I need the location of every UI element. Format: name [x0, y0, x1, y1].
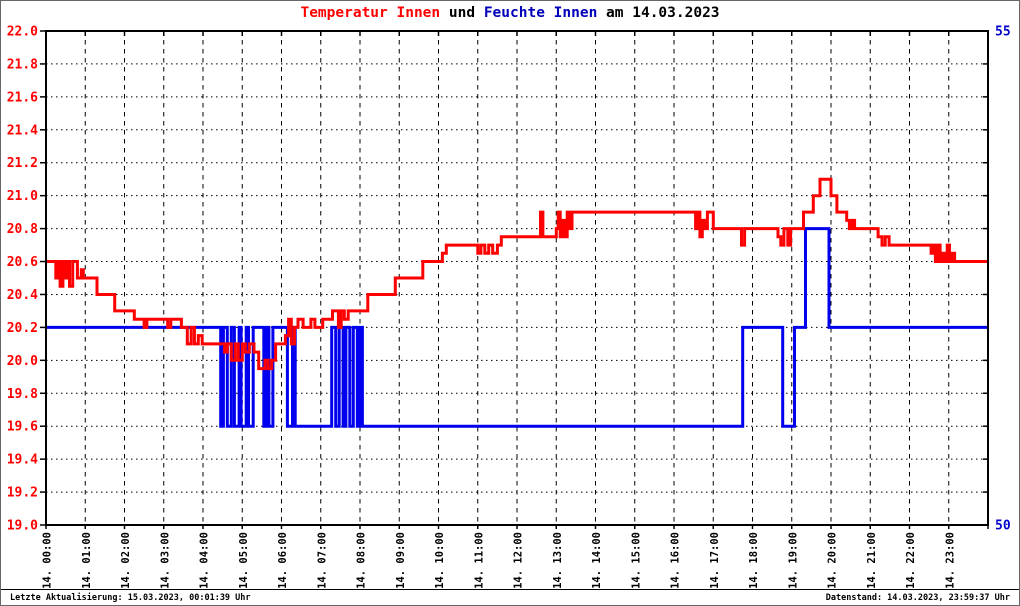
- footer-separator: [1, 589, 1019, 590]
- x-tick-label: 14. 00:00: [42, 532, 54, 589]
- grid-lines: [46, 31, 988, 525]
- x-tick-label: 14. 08:00: [356, 532, 368, 589]
- y-left-tick-label: 21.6: [7, 90, 38, 105]
- y-left-tick-label: 21.2: [7, 156, 38, 171]
- x-tick-label: 14. 18:00: [748, 532, 760, 589]
- y-left-tick-label: 20.0: [7, 354, 38, 369]
- x-tick-label: 14. 05:00: [238, 532, 250, 589]
- x-tick-label: 14. 17:00: [709, 532, 721, 589]
- x-tick-label: 14. 13:00: [552, 532, 564, 589]
- x-tick-label: 14. 01:00: [81, 532, 93, 589]
- title-date-text: am 14.03.2023: [597, 5, 720, 21]
- x-tick-label: 14. 22:00: [905, 532, 917, 589]
- axis-ticks: [40, 30, 989, 529]
- y-left-tick-label: 20.6: [7, 255, 38, 270]
- temperature-line: [46, 177, 988, 371]
- y-left-tick-label: 19.0: [7, 519, 38, 534]
- x-tick-label: 14. 07:00: [316, 532, 328, 589]
- x-tick-label: 14. 14:00: [591, 532, 603, 589]
- x-tick-label: 14. 21:00: [866, 532, 878, 589]
- x-tick-label: 14. 16:00: [670, 532, 682, 589]
- y-left-tick-label: 21.4: [7, 123, 38, 138]
- x-tick-label: 14. 04:00: [199, 532, 211, 589]
- x-tick-label: 14. 12:00: [513, 532, 525, 589]
- y-left-tick-label: 20.4: [7, 288, 38, 303]
- last-update-text: Letzte Aktualisierung: 15.03.2023, 00:01…: [10, 593, 251, 603]
- title-connector-text: und: [440, 5, 484, 21]
- y-left-tick-label: 20.2: [7, 321, 38, 336]
- x-tick-label: 14. 19:00: [787, 532, 799, 589]
- chart-title: Temperatur Innen und Feuchte Innen am 14…: [1, 5, 1019, 21]
- x-tick-label: 14. 06:00: [277, 532, 289, 589]
- title-temperature-label: Temperatur Innen: [300, 5, 441, 21]
- y-left-tick-label: 19.4: [7, 453, 38, 468]
- y-left-tick-label: 19.2: [7, 486, 38, 501]
- title-humidity-label: Feuchte Innen: [483, 5, 598, 21]
- x-tick-label: 14. 20:00: [827, 532, 839, 589]
- x-tick-label: 14. 15:00: [630, 532, 642, 589]
- y-left-tick-label: 22.0: [7, 25, 38, 40]
- plot-frame: [45, 30, 989, 526]
- y-left-tick-label: 20.8: [7, 222, 38, 237]
- y-left-tick-label: 21.8: [7, 57, 38, 72]
- x-tick-label: 14. 10:00: [434, 532, 446, 589]
- x-tick-label: 14. 11:00: [473, 532, 485, 589]
- axis-labels: 22.0 21.8 21.6 21.4 21.2 21.0 20.8 20.6 20.4 20.2…: [7, 25, 1011, 589]
- data-timestamp-text: Datenstand: 14.03.2023, 23:59:37 Uhr: [825, 593, 1010, 603]
- x-tick-label: 14. 02:00: [120, 532, 132, 589]
- x-tick-label: 14. 23:00: [944, 532, 956, 589]
- y-left-tick-label: 21.0: [7, 189, 38, 204]
- y-left-tick-label: 19.6: [7, 420, 38, 435]
- x-tick-label: 14. 09:00: [395, 532, 407, 589]
- data-series: [46, 177, 988, 428]
- y-right-tick-label: 50: [995, 519, 1011, 534]
- x-tick-label: 14. 03:00: [159, 532, 171, 589]
- y-right-tick-label: 55: [995, 25, 1011, 40]
- y-left-tick-label: 19.8: [7, 387, 38, 402]
